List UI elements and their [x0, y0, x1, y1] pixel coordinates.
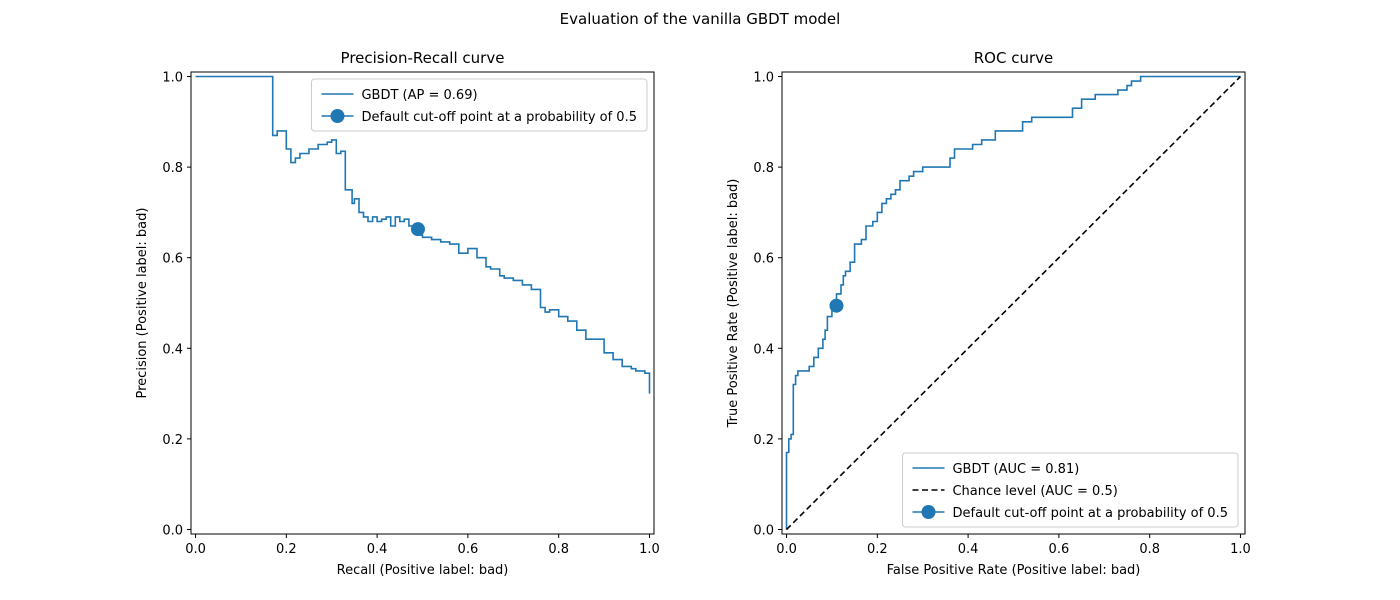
- roc-ytick-label: 0.8: [753, 161, 774, 176]
- pr-ytick-label: 0.0: [162, 523, 183, 538]
- roc-ytick-label: 0.2: [753, 433, 774, 448]
- pr-xtick-label: 0.8: [548, 542, 569, 557]
- pr-legend: GBDT (AP = 0.69) Default cut-off point at…: [310, 78, 648, 132]
- pr-legend-box: [310, 78, 648, 132]
- pr-axes-frame: [190, 71, 655, 535]
- roc-legend-box: [901, 452, 1239, 528]
- pr-xtick-label: 0.2: [276, 542, 297, 557]
- pr-ytick-label: 0.4: [162, 342, 183, 357]
- pr-xtick-label: 1.0: [639, 542, 660, 557]
- pr-cutoff-marker: [410, 222, 425, 237]
- roc-xlabel: False Positive Rate (Positive label: bad…: [887, 563, 1141, 578]
- roc-ytick-label: 0.0: [753, 523, 774, 538]
- roc-ytick-label: 0.6: [753, 252, 774, 267]
- roc-xtick-label: 1.0: [1230, 542, 1251, 557]
- pr-title: Precision-Recall curve: [341, 49, 505, 67]
- roc-gbdt-curve: [785, 75, 1241, 530]
- roc-legend-marker: [921, 505, 936, 519]
- roc-panel: ROC curve 0.0 0.2 0.4 0.6 0.8 1.0 0.0 0.2 0.4 0.6 0…: [726, 49, 1251, 578]
- roc-ytick-label: 0.4: [753, 342, 774, 357]
- precision-recall-panel: Precision-Recall curve 0.0 0.2 0.4 0.6 0.8 1.0…: [135, 49, 660, 578]
- pr-legend-label: GBDT (AP = 0.69): [361, 88, 477, 103]
- pr-xtick-label: 0.4: [367, 542, 388, 557]
- roc-legend: GBDT (AUC = 0.81) Chance level (AUC = 0.5…: [901, 452, 1239, 528]
- roc-cutoff-marker: [829, 298, 844, 313]
- pr-ytick-label: 0.6: [162, 252, 183, 267]
- figure-suptitle: Evaluation of the vanilla GBDT model: [560, 10, 841, 28]
- pr-ytick-label: 0.8: [162, 161, 183, 176]
- pr-legend-marker: [330, 109, 345, 123]
- roc-axes-frame: [781, 71, 1246, 535]
- pr-ytick-label: 1.0: [162, 71, 183, 86]
- roc-xtick-label: 0.6: [1049, 542, 1070, 557]
- pr-xtick-label: 0.6: [458, 542, 479, 557]
- roc-xtick-label: 0.0: [776, 542, 797, 557]
- pr-xlabel: Recall (Positive label: bad): [337, 563, 509, 578]
- roc-legend-label: Default cut-off point at a probability o…: [952, 506, 1228, 521]
- roc-xtick-label: 0.2: [867, 542, 888, 557]
- pr-ytick-label: 0.2: [162, 433, 183, 448]
- roc-legend-label: GBDT (AUC = 0.81): [952, 462, 1079, 477]
- pr-xtick-label: 0.0: [185, 542, 206, 557]
- pr-ylabel: Precision (Positive label: bad): [135, 208, 150, 399]
- pr-legend-label: Default cut-off point at a probability o…: [361, 110, 637, 125]
- roc-title: ROC curve: [974, 49, 1054, 67]
- roc-xtick-label: 0.8: [1139, 542, 1160, 557]
- roc-ytick-label: 1.0: [753, 71, 774, 86]
- roc-legend-label: Chance level (AUC = 0.5): [952, 484, 1117, 499]
- roc-ylabel: True Positive Rate (Positive label: bad): [726, 179, 741, 429]
- roc-xtick-label: 0.4: [958, 542, 979, 557]
- roc-chance-line: [785, 75, 1242, 531]
